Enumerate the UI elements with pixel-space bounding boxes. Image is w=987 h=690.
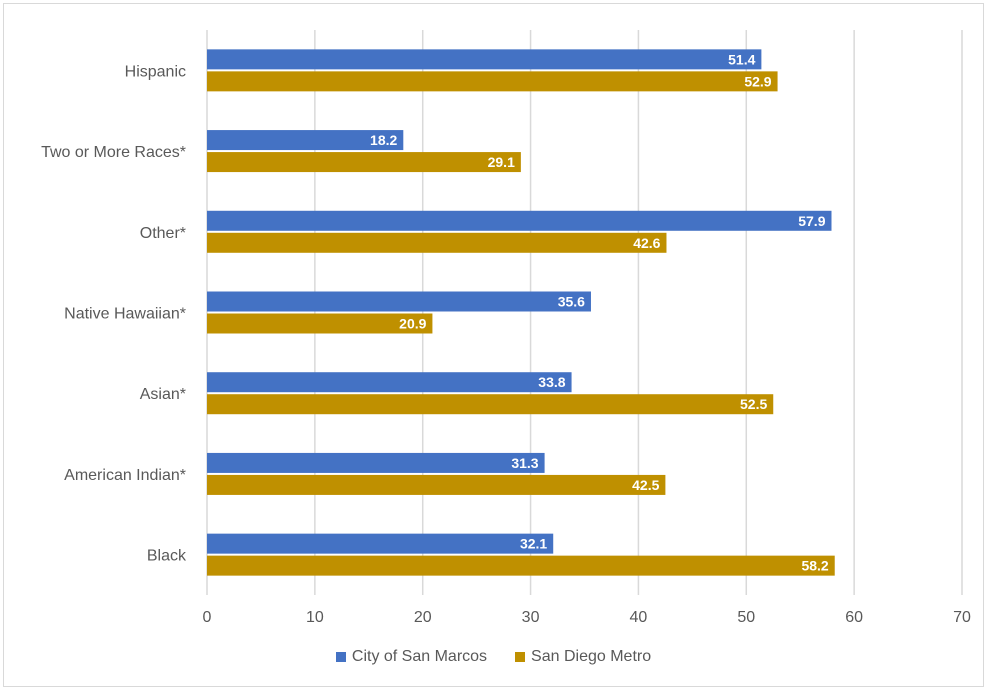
data-label: 32.1 (520, 536, 547, 552)
bar-san-diego-metro (207, 313, 433, 334)
bar-san-diego-metro (207, 394, 774, 415)
legend-item: City of San Marcos (335, 648, 488, 666)
bar-city-of-san-marcos (207, 49, 762, 70)
legend: City of San Marcos San Diego Metro (0, 648, 987, 667)
x-tick-label: 50 (737, 609, 755, 626)
bar-city-of-san-marcos (207, 372, 572, 393)
category-label: Other* (140, 225, 186, 242)
category-label: Asian* (140, 386, 186, 403)
category-label: American Indian* (64, 467, 186, 484)
data-label: 57.9 (798, 213, 825, 229)
bar-san-diego-metro (207, 555, 835, 576)
x-tick-label: 0 (203, 609, 212, 626)
x-tick-label: 10 (306, 609, 324, 626)
data-label: 33.8 (538, 374, 565, 390)
legend-swatch (335, 652, 346, 662)
data-label: 42.5 (632, 477, 659, 493)
legend-label: San Diego Metro (531, 648, 652, 665)
bars: 51.4 52.9 18.2 29.1 57.9 42.6 35.6 20.9 33.8 52.5… (207, 49, 835, 576)
bar-city-of-san-marcos (207, 130, 404, 151)
gridlines (206, 30, 963, 595)
bar-san-diego-metro (207, 232, 667, 253)
data-label: 29.1 (488, 154, 515, 170)
bar-san-diego-metro (207, 474, 666, 495)
x-tick-label: 60 (845, 609, 863, 626)
data-label: 58.2 (801, 558, 828, 574)
bar-san-diego-metro (207, 152, 521, 173)
data-label: 42.6 (633, 235, 660, 251)
legend-label: City of San Marcos (351, 648, 488, 665)
category-labels: Hispanic Two or More Races* Other* Native H… (41, 63, 187, 564)
bar-city-of-san-marcos (207, 452, 545, 473)
x-tick-label: 40 (630, 609, 648, 626)
category-label: Hispanic (125, 63, 186, 80)
category-label: Two or More Races* (41, 144, 186, 161)
x-tick-label: 30 (522, 609, 540, 626)
tick-labels: 0 10 20 30 40 50 60 70 (203, 609, 971, 626)
data-label: 52.9 (744, 73, 771, 89)
legend-item: San Diego Metro (515, 648, 651, 666)
bar-city-of-san-marcos (207, 210, 832, 231)
bar-san-diego-metro (207, 71, 778, 92)
bar-city-of-san-marcos (207, 291, 591, 312)
data-label: 52.5 (740, 396, 767, 412)
x-tick-label: 70 (953, 609, 971, 626)
category-label: Native Hawaiian* (64, 306, 186, 323)
category-label: Black (147, 548, 187, 565)
x-tick-label: 20 (414, 609, 432, 626)
data-label: 51.4 (728, 51, 755, 67)
data-label: 31.3 (511, 455, 538, 471)
legend-swatch (515, 652, 526, 662)
data-label: 20.9 (399, 316, 426, 332)
data-label: 18.2 (370, 132, 397, 148)
bar-city-of-san-marcos (207, 533, 554, 554)
data-label: 35.6 (558, 294, 585, 310)
